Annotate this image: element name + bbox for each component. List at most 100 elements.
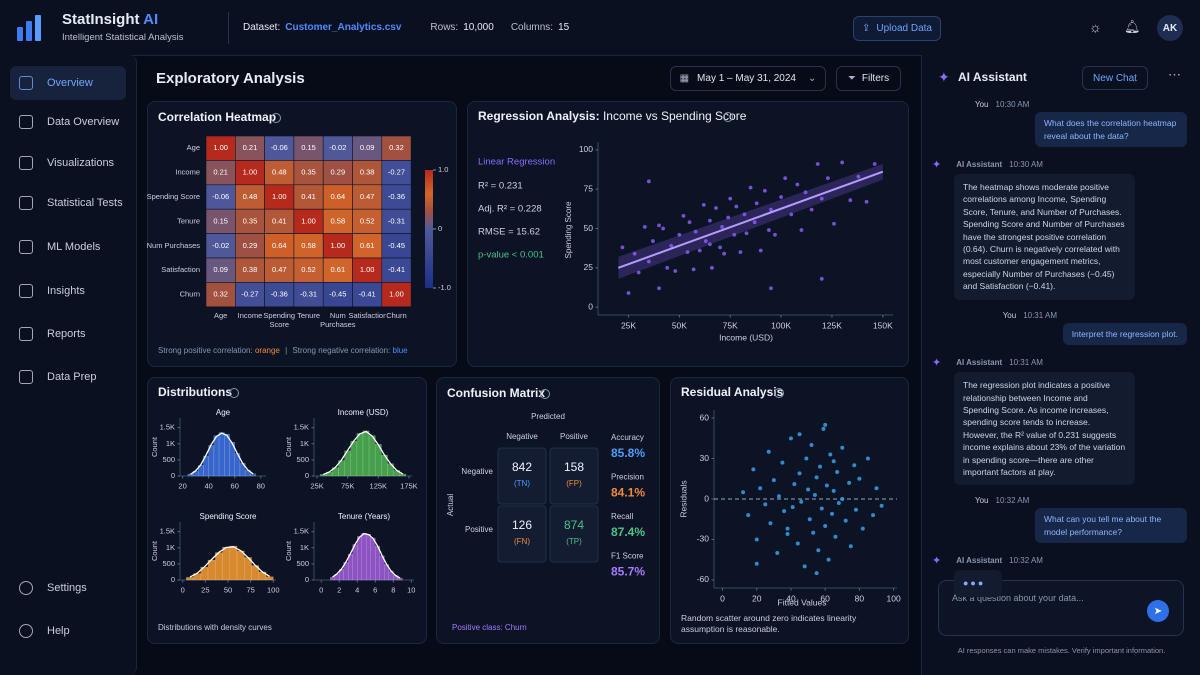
nav-icon [19, 370, 33, 384]
message-meta: ✦ AI Assistant 10:31 AM [932, 356, 1187, 369]
nav-item[interactable]: Statistical Tests [10, 186, 126, 220]
filters-button[interactable]: ⏷ Filters [836, 66, 901, 91]
confusion-panel [436, 377, 660, 644]
nav-label: Settings [47, 582, 87, 594]
nav-item[interactable]: ML Models [10, 230, 126, 264]
input-placeholder: Ask a question about your data... [952, 593, 1084, 603]
nav-item[interactable]: Help [10, 614, 126, 648]
ai-message: ✦ AI Assistant 10:31 AM The regression plot… [932, 356, 1187, 486]
send-button[interactable]: ➤ [1147, 600, 1169, 622]
nav-label: Reports [47, 328, 86, 340]
nav-label: Help [47, 625, 70, 637]
notifications[interactable]: 🔔︎ [1124, 19, 1141, 34]
theme-toggle[interactable]: ☼ [1089, 19, 1102, 35]
regression-panel [467, 101, 909, 367]
brand: StatInsight AI [62, 11, 158, 28]
nav-item[interactable]: Reports [10, 317, 126, 351]
dataset-name[interactable]: Customer_Analytics.csv [285, 22, 402, 33]
distributions-panel [147, 377, 427, 644]
more-menu[interactable]: ⋯ [1168, 67, 1181, 82]
nav-item[interactable]: Overview [10, 66, 126, 100]
dataset-label: Dataset: [243, 22, 281, 33]
brand-accent: AI [143, 11, 159, 28]
tagline: Intelligent Statistical Analysis [62, 32, 184, 43]
user-message: You 10:31 AM Interpret the regression plot… [1003, 311, 1187, 346]
ai-icon: ✦ [932, 357, 942, 370]
nav-icon [19, 581, 33, 595]
ai-message: ✦ AI Assistant 10:30 AM The heatmap shows m… [932, 158, 1187, 300]
columns-label: Columns: [510, 22, 554, 33]
chat-thread: You 10:30 AM What does the correlation hea… [932, 100, 1187, 597]
upload-label: Upload Data [876, 23, 932, 34]
nav-icon [19, 284, 33, 298]
author: AI Assistant [956, 358, 1003, 368]
heatmap-panel [147, 101, 457, 367]
nav-icon [19, 115, 33, 129]
message-meta: ✦ AI Assistant 10:30 AM [932, 158, 1187, 171]
nav-item[interactable]: Data Overview [10, 105, 126, 139]
timestamp: 10:32 AM [995, 496, 1030, 506]
nav-label: Data Overview [47, 116, 120, 128]
assistant-title: AI Assistant [958, 70, 1027, 84]
timestamp: 10:32 AM [1009, 556, 1043, 566]
header: StatInsight AI Intelligent Statistical A… [0, 0, 1200, 56]
typing-indicator: ●●● [954, 570, 1002, 597]
user-bubble: What can you tell me about the model per… [1035, 508, 1187, 544]
sidebar: Overview Data Overview Visualizations Stati… [0, 55, 137, 675]
user-message: You 10:30 AM What does the correlation hea… [975, 100, 1187, 147]
timestamp: 10:31 AM [1023, 310, 1057, 320]
nav-label: Visualizations [47, 157, 115, 169]
avatar[interactable]: AK [1157, 15, 1183, 41]
filters-label: Filters [861, 73, 890, 84]
nav-icon [19, 240, 33, 254]
nav-icon [19, 156, 33, 170]
nav-item[interactable]: Visualizations [10, 146, 126, 180]
new-chat-button[interactable]: New Chat [1082, 66, 1148, 90]
author: You [1002, 310, 1017, 320]
nav-label: Statistical Tests [47, 197, 123, 209]
author: You [975, 100, 989, 109]
columns-value: 15 [558, 22, 570, 33]
nav-label: ML Models [47, 241, 101, 253]
nav-item[interactable]: Settings [10, 571, 126, 605]
nav-icon [19, 196, 33, 210]
timestamp: 10:30 AM [995, 100, 1030, 109]
ai-bubble: The regression plot indicates a positive… [954, 372, 1135, 486]
nav-item[interactable]: Data Prep [10, 360, 126, 394]
user-message: You 10:32 AM What can you tell me about th… [975, 496, 1187, 544]
message-meta: You 10:30 AM [975, 100, 1187, 109]
nav-icon [19, 327, 33, 341]
page-title: Exploratory Analysis [156, 70, 305, 87]
nav-label: Insights [47, 285, 85, 297]
user-bubble: What does the correlation heatmap reveal… [1035, 112, 1187, 147]
user-bubble: Interpret the regression plot. [1062, 322, 1187, 346]
nav-icon [19, 76, 33, 90]
author: AI Assistant [956, 556, 1003, 566]
ai-icon: ✦ [932, 555, 942, 568]
nav-item[interactable]: Insights [10, 274, 126, 308]
rows-label: Rows: [430, 22, 459, 33]
message-meta: ✦ AI Assistant 10:32 AM [932, 554, 1187, 567]
residual-panel [670, 377, 909, 644]
nav-icon [19, 624, 33, 638]
ai-icon: ✦ [932, 159, 942, 171]
brand-name: StatInsight [62, 11, 140, 28]
author: You [975, 496, 989, 506]
disclaimer: AI responses can make mistakes. Verify i… [957, 646, 1166, 655]
upload-button[interactable]: ⇪ Upload Data [853, 16, 941, 41]
nav-label: Data Prep [47, 371, 97, 383]
nav-label: Overview [47, 77, 93, 89]
ai-bubble: The heatmap shows moderate positive corr… [954, 174, 1135, 300]
message-meta: You 10:32 AM [975, 496, 1187, 505]
logo [17, 15, 41, 41]
author: AI Assistant [956, 160, 1003, 169]
dataset-info: Dataset: Customer_Analytics.csv Rows: 10… [243, 22, 569, 33]
timestamp: 10:31 AM [1009, 358, 1043, 368]
date-picker[interactable]: ▦ May 1 – May 31, 2024 ⌄ [670, 66, 826, 91]
message-meta: You 10:31 AM [1003, 311, 1187, 320]
rows-value: 10,000 [463, 22, 494, 33]
date-range: May 1 – May 31, 2024 [697, 73, 796, 84]
timestamp: 10:30 AM [1009, 160, 1043, 169]
ai-message: ✦ AI Assistant 10:32 AM ●●● [932, 554, 1187, 597]
